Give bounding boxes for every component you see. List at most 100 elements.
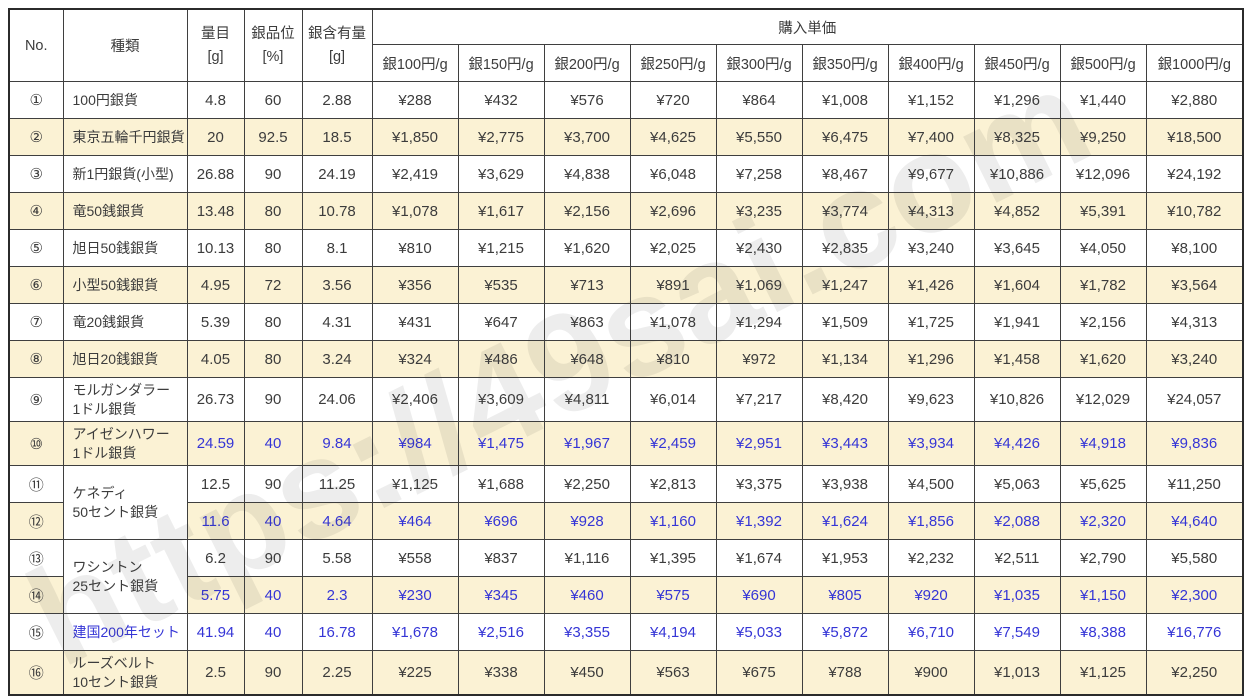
table-row: ⑧ 旭日20銭銀貨 4.05 80 3.24 ¥324 ¥486 ¥648 ¥810 ¥972 ¥1… [8,340,1244,378]
content-cell: 16.78 [301,613,373,651]
content-cell: 2.25 [301,650,373,696]
table-row: ⑭ 5.75 40 2.3 ¥230 ¥345 ¥460 ¥575 ¥690 ¥805 ¥920 ¥1… [8,576,1244,614]
weight-cell: 5.39 [186,303,245,341]
price-cell: ¥563 [629,650,717,696]
purity-cell: 92.5 [243,118,303,156]
price-cell: ¥3,240 [1145,340,1244,378]
price-cell: ¥2,250 [1145,650,1244,696]
price-cell: ¥2,320 [1059,502,1147,540]
weight-cell: 26.88 [186,155,245,193]
table-row: ⑩ アイゼンハワー 1ドル銀貨 24.59 40 9.84 ¥984 ¥1,475 ¥1,967… [8,421,1244,466]
row-number: ⑦ [8,303,64,341]
coin-type: モルガンダラー 1ドル銀貨 [62,377,188,422]
price-cell: ¥324 [371,340,459,378]
purity-cell: 80 [243,192,303,230]
content-cell: 8.1 [301,229,373,267]
price-cell: ¥3,609 [457,377,545,422]
price-cell: ¥431 [371,303,459,341]
price-cell: ¥3,934 [887,421,975,466]
price-cell: ¥1,620 [543,229,631,267]
content-cell: 9.84 [301,421,373,466]
price-cell: ¥16,776 [1145,613,1244,651]
price-cell: ¥2,775 [457,118,545,156]
content-cell: 3.24 [301,340,373,378]
price-cell: ¥696 [457,502,545,540]
coin-type: 竜20銭銀貨 [62,303,188,341]
price-cell: ¥1,678 [371,613,459,651]
price-cell: ¥720 [629,81,717,119]
price-cell: ¥648 [543,340,631,378]
price-cell: ¥1,674 [715,539,803,577]
price-cell: ¥928 [543,502,631,540]
col-header-weight: 量目 [g] [186,8,245,82]
price-cell: ¥10,886 [973,155,1061,193]
purity-cell: 40 [243,613,303,651]
price-cell: ¥4,918 [1059,421,1147,466]
price-cell: ¥2,300 [1145,576,1244,614]
col-header-weight-label: 量目 [201,26,230,43]
price-cell: ¥1,624 [801,502,889,540]
col-header-purity: 銀品位 [%] [243,8,303,82]
content-cell: 2.88 [301,81,373,119]
table-row: ⑪ ケネディ 50セント銀貨 12.5 90 11.25 ¥1,125 ¥1,688 ¥2,25… [8,465,1244,540]
col-header-price-250: 銀250円/g [629,44,717,82]
price-cell: ¥6,014 [629,377,717,422]
price-cell: ¥12,096 [1059,155,1147,193]
price-cell: ¥288 [371,81,459,119]
price-cell: ¥4,500 [887,465,975,503]
col-header-price-350: 銀350円/g [801,44,889,82]
purity-cell: 90 [243,539,303,577]
table-row: ① 100円銀貨 4.8 60 2.88 ¥288 ¥432 ¥576 ¥720 ¥864 ¥1,0… [8,81,1244,119]
price-cell: ¥3,629 [457,155,545,193]
price-cell: ¥1,967 [543,421,631,466]
row-number: ⑬ [8,539,64,577]
price-cell: ¥972 [715,340,803,378]
content-cell: 4.64 [301,502,373,540]
row-number: ⑩ [8,421,64,466]
purity-cell: 90 [243,650,303,696]
price-cell: ¥8,467 [801,155,889,193]
price-cell: ¥12,029 [1059,377,1147,422]
purity-cell: 40 [243,502,303,540]
price-cell: ¥2,951 [715,421,803,466]
content-cell: 18.5 [301,118,373,156]
price-cell: ¥1,475 [457,421,545,466]
weight-cell: 41.94 [186,613,245,651]
price-cell: ¥6,710 [887,613,975,651]
price-cell: ¥1,725 [887,303,975,341]
price-cell: ¥1,440 [1059,81,1147,119]
price-cell: ¥535 [457,266,545,304]
price-cell: ¥810 [629,340,717,378]
table-row: ② 東京五輪千円銀貨 20 92.5 18.5 ¥1,850 ¥2,775 ¥3,700 ¥4,… [8,118,1244,156]
price-cell: ¥1,294 [715,303,803,341]
price-cell: ¥225 [371,650,459,696]
price-cell: ¥1,941 [973,303,1061,341]
price-cell: ¥5,625 [1059,465,1147,503]
price-cell: ¥464 [371,502,459,540]
price-cell: ¥690 [715,576,803,614]
price-cell: ¥4,625 [629,118,717,156]
price-cell: ¥2,459 [629,421,717,466]
row-number: ④ [8,192,64,230]
col-header-content-label: 銀含有量 [308,26,366,43]
price-cell: ¥9,677 [887,155,975,193]
table-row: ⑦ 竜20銭銀貨 5.39 80 4.31 ¥431 ¥647 ¥863 ¥1,078 ¥1,29… [8,303,1244,341]
price-cell: ¥3,443 [801,421,889,466]
price-cell: ¥1,116 [543,539,631,577]
weight-cell: 4.05 [186,340,245,378]
weight-cell: 11.6 [186,502,245,540]
weight-cell: 12.5 [186,465,245,503]
price-cell: ¥2,232 [887,539,975,577]
col-header-purity-label: 銀品位 [251,26,295,43]
row-number: ⑫ [8,502,64,540]
price-cell: ¥2,813 [629,465,717,503]
coin-type: ケネディ 50セント銀貨 [62,465,188,540]
price-cell: ¥3,375 [715,465,803,503]
price-cell: ¥2,790 [1059,539,1147,577]
col-header-price-500: 銀500円/g [1059,44,1147,82]
price-cell: ¥1,125 [1059,650,1147,696]
price-cell: ¥1,078 [371,192,459,230]
price-cell: ¥2,516 [457,613,545,651]
weight-cell: 4.8 [186,81,245,119]
price-cell: ¥460 [543,576,631,614]
